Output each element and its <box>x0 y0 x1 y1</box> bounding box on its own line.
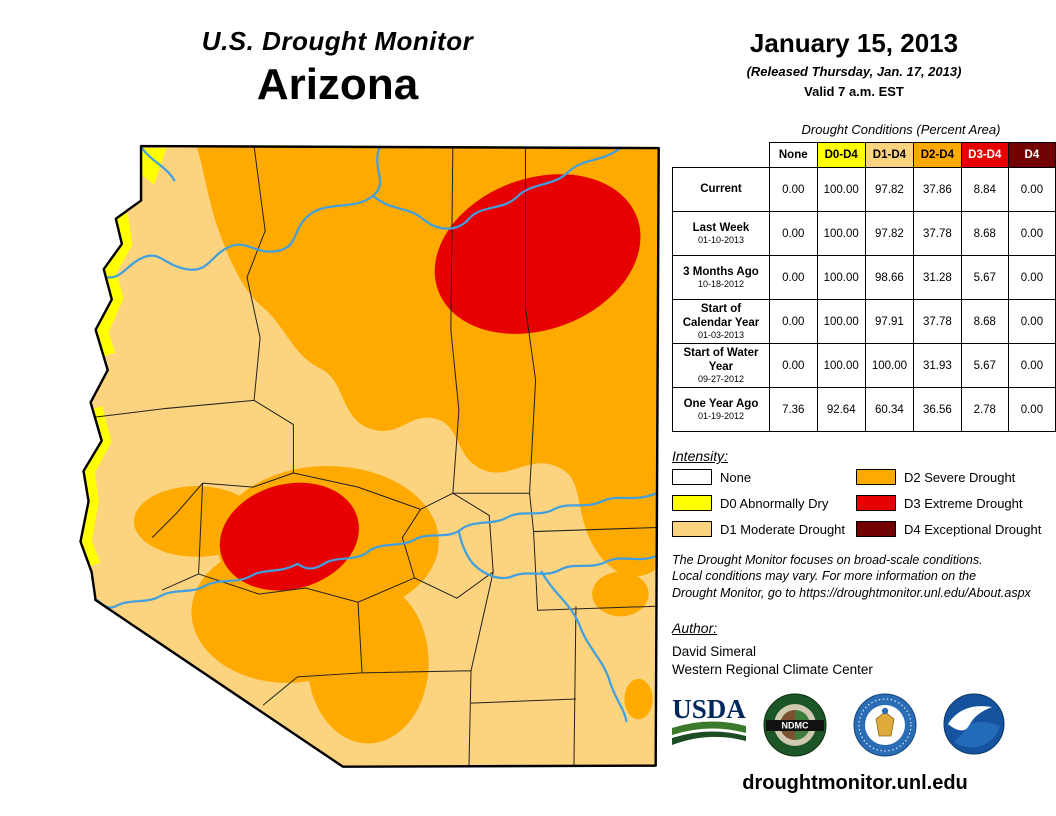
noaa-logo <box>942 692 1006 761</box>
legend-item-d2: D2 Severe Drought <box>856 468 1015 486</box>
noaa-wave <box>954 721 1000 748</box>
legend-swatch-d4 <box>856 521 896 537</box>
footer-url: droughtmonitor.unl.edu <box>742 772 968 794</box>
d2-east-patch <box>592 571 649 617</box>
d2-southeast-patch <box>624 678 653 720</box>
col-header-d2d4: D2-D4 <box>913 142 962 168</box>
row-label-start-calendar-year: Start of Calendar Year 01-03-2013 <box>672 299 770 344</box>
legend-item-d1: D1 Moderate Drought <box>672 520 845 538</box>
row-label-3-months-ago: 3 Months Ago 10-18-2012 <box>672 255 770 300</box>
table-caption: Drought Conditions (Percent Area) <box>801 122 1001 137</box>
table-row: Current 0.00 100.00 97.82 37.86 8.84 0.0… <box>672 167 1056 212</box>
usda-swoosh-lower <box>672 731 746 745</box>
ndmc-wordmark: NDMC <box>782 721 809 731</box>
legend-item-d4: D4 Exceptional Drought <box>856 520 1041 538</box>
author-heading: Author: <box>672 620 718 636</box>
legend-item-d0: D0 Abnormally Dry <box>672 494 828 512</box>
d3-northeast-region <box>434 174 641 334</box>
little-colorado-river <box>373 146 622 230</box>
state-outline <box>79 144 660 768</box>
legend-swatch-d2 <box>856 469 896 485</box>
commerce-seal-logo <box>852 692 918 763</box>
row-label-current: Current <box>672 167 770 212</box>
arizona-drought-map <box>55 138 661 809</box>
arizona-map-svg <box>79 144 660 768</box>
legend-item-d3: D3 Extreme Drought <box>856 494 1023 512</box>
ndmc-logo: NDMC <box>762 692 828 763</box>
table-header-row: None D0-D4 D1-D4 D2-D4 D3-D4 D4 <box>672 142 1056 168</box>
col-header-none: None <box>768 142 818 168</box>
col-header-d1d4: D1-D4 <box>864 142 915 168</box>
gila-east-branch <box>457 530 658 580</box>
released-date: (Released Thursday, Jan. 17, 2013) <box>746 64 962 79</box>
disclaimer-text: The Drought Monitor focuses on broad-sca… <box>672 553 1031 600</box>
col-header-d3d4: D3-D4 <box>960 142 1009 168</box>
commerce-shield <box>875 711 895 737</box>
row-label-last-week: Last Week 01-10-2013 <box>672 211 770 256</box>
author-name: David Simeral <box>672 644 757 659</box>
salt-gila-river <box>96 492 658 609</box>
noaa-gull <box>948 706 992 731</box>
usda-swoosh-upper <box>672 721 746 735</box>
row-label-start-water-year: Start of Water Year 09-27-2012 <box>672 343 770 388</box>
colorado-river <box>106 146 382 279</box>
rivers <box>96 146 658 723</box>
table-row: Start of Water Year 09-27-2012 0.00 100.… <box>672 343 1056 388</box>
san-pedro-branch <box>540 570 628 723</box>
page-title: U.S. Drought Monitor <box>201 26 474 56</box>
col-header-d4: D4 <box>1007 142 1056 168</box>
table-row: Last Week 01-10-2013 0.00 100.00 97.82 3… <box>672 211 1056 256</box>
usda-wordmark: USDA <box>672 694 746 724</box>
commerce-dotted-ring <box>858 698 912 752</box>
ndmc-banner <box>766 720 824 731</box>
map-date: January 15, 2013 <box>749 28 959 58</box>
legend-swatch-d0 <box>672 495 712 511</box>
commerce-eagle <box>881 707 889 715</box>
table-row: One Year Ago 01-19-2012 7.36 92.64 60.34… <box>672 387 1056 432</box>
valid-time: Valid 7 a.m. EST <box>804 84 904 99</box>
virgin-river <box>140 146 176 182</box>
legend-swatch-d1 <box>672 521 712 537</box>
d0-northwest-corner <box>140 148 167 185</box>
table-row: Start of Calendar Year 01-03-2013 0.00 1… <box>672 299 1056 344</box>
legend-swatch-d3 <box>856 495 896 511</box>
drought-layers <box>80 146 659 767</box>
legend-swatch-none <box>672 469 712 485</box>
legend-item-none: None <box>672 468 751 486</box>
usda-logo: USDA <box>668 692 750 757</box>
state-title: Arizona <box>256 60 419 109</box>
drought-conditions-table: None D0-D4 D1-D4 D2-D4 D3-D4 D4 Current … <box>672 142 1056 432</box>
row-label-one-year-ago: One Year Ago 01-19-2012 <box>672 387 770 432</box>
col-header-d0d4: D0-D4 <box>816 142 866 168</box>
author-org: Western Regional Climate Center <box>672 662 873 677</box>
table-corner-cell <box>672 142 770 168</box>
table-row: 3 Months Ago 10-18-2012 0.00 100.00 98.6… <box>672 255 1056 300</box>
legend-heading: Intensity: <box>672 448 729 464</box>
county-boundaries <box>83 146 657 766</box>
